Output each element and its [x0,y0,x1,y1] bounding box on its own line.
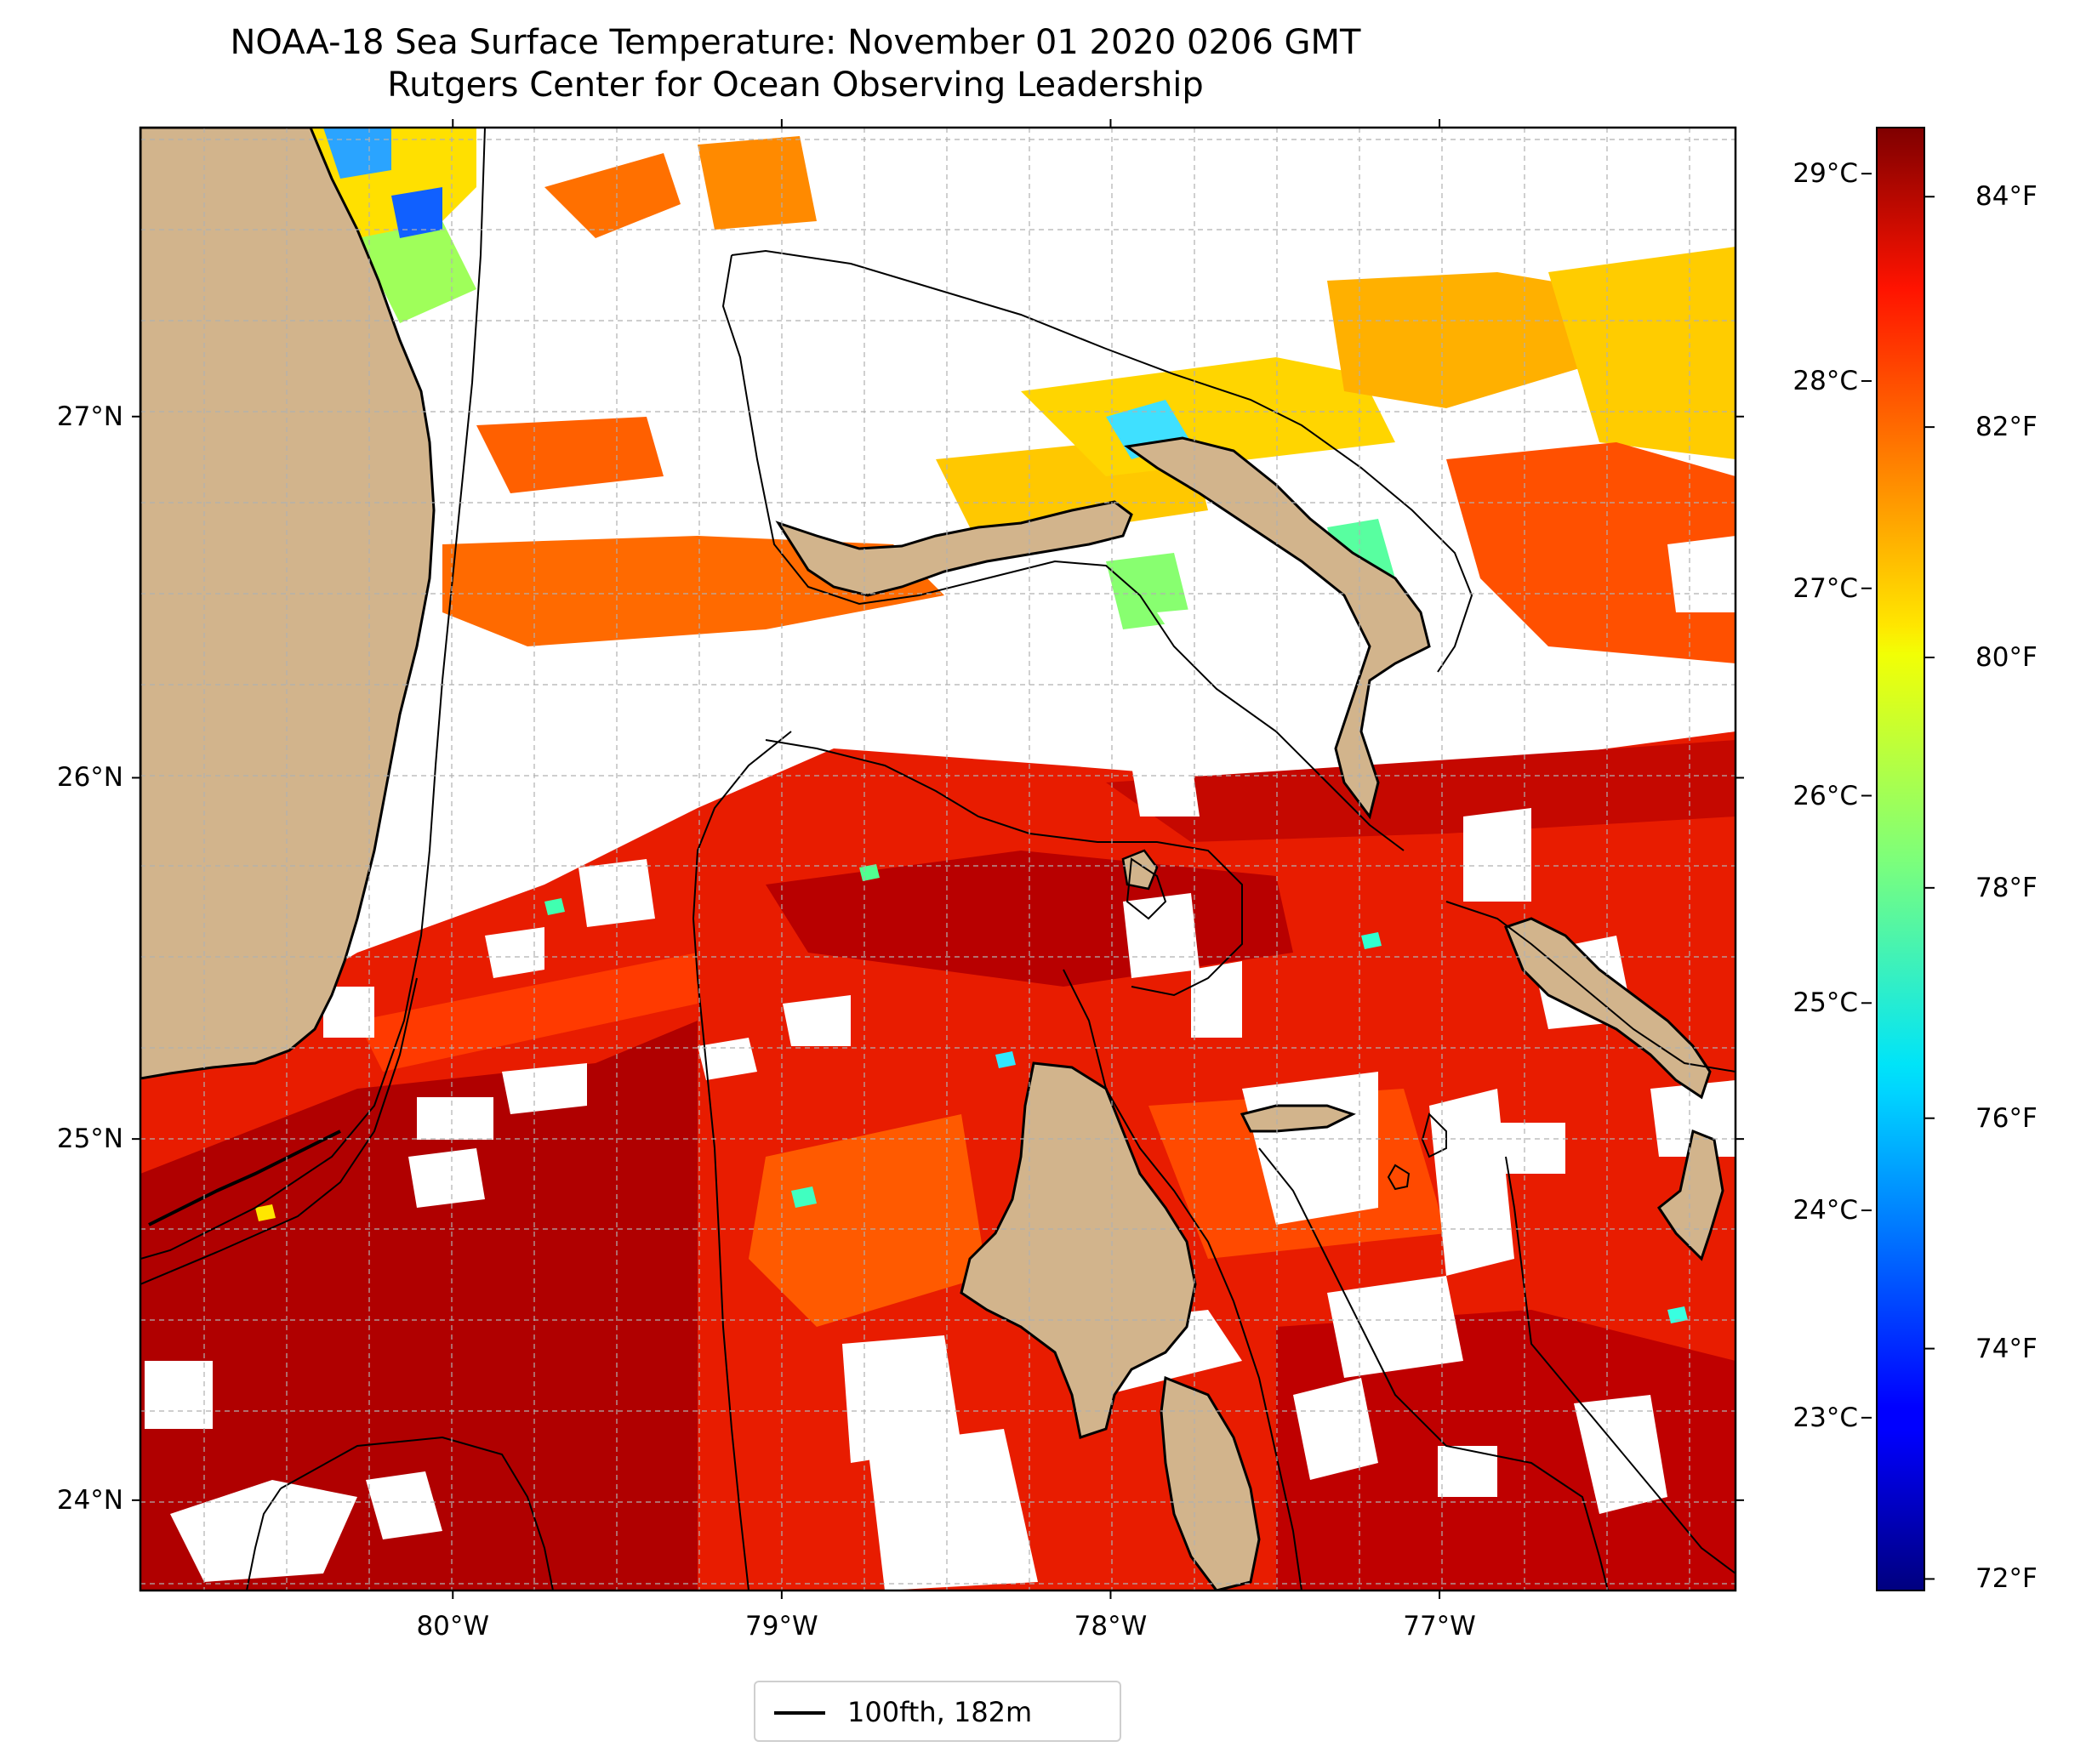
lon-label: 78°W [1074,1611,1148,1642]
florida-land [140,128,436,1080]
legend: 100fth, 182m [754,1681,1121,1742]
lat-label: 26°N [56,762,123,794]
colorbar [1876,127,1925,1591]
fahrenheit-label: 78°F [1975,872,2038,903]
cat-island-land [1656,1129,1724,1261]
fahrenheit-label: 82°F [1975,412,2038,443]
celsius-label: 28°C [1792,365,1858,396]
grid-lines [140,128,1735,1590]
fahrenheit-label: 74°F [1975,1333,2038,1364]
map-frame [139,126,1737,1592]
andros-land [960,1061,1197,1439]
abaco-land [1124,436,1431,820]
lat-label: 24°N [56,1484,123,1516]
florida-keys [148,1130,341,1226]
lon-label: 79°W [745,1611,818,1642]
lon-label: 80°W [416,1611,490,1642]
fahrenheit-label: 76°F [1975,1102,2038,1134]
celsius-label: 24°C [1792,1195,1858,1226]
new-providence-land [1240,1104,1356,1133]
celsius-label: 27°C [1792,572,1858,604]
legend-line-icon [774,1711,825,1715]
lat-label: 25°N [56,1124,123,1155]
fahrenheit-label: 84°F [1975,181,2038,213]
celsius-label: 26°C [1792,780,1858,811]
fahrenheit-label: 80°F [1975,641,2038,673]
south-andros-land [1160,1375,1261,1590]
celsius-label: 23°C [1792,1402,1858,1433]
depth-contours-100fth [140,128,1735,1590]
map-title: NOAA-18 Sea Surface Temperature: Novembe… [230,23,1361,62]
map-subtitle: Rutgers Center for Ocean Observing Leade… [387,65,1204,105]
celsius-label: 29°C [1792,158,1858,190]
colorbar-ticks [1861,173,1935,1580]
map-area [140,128,1735,1590]
axis-ticks [132,119,1744,1599]
fahrenheit-label: 72°F [1975,1563,2038,1595]
legend-label: 100fth, 182m [847,1696,1033,1728]
lon-label: 77°W [1403,1611,1476,1642]
lat-label: 27°N [56,401,123,432]
celsius-label: 25°C [1792,987,1858,1019]
